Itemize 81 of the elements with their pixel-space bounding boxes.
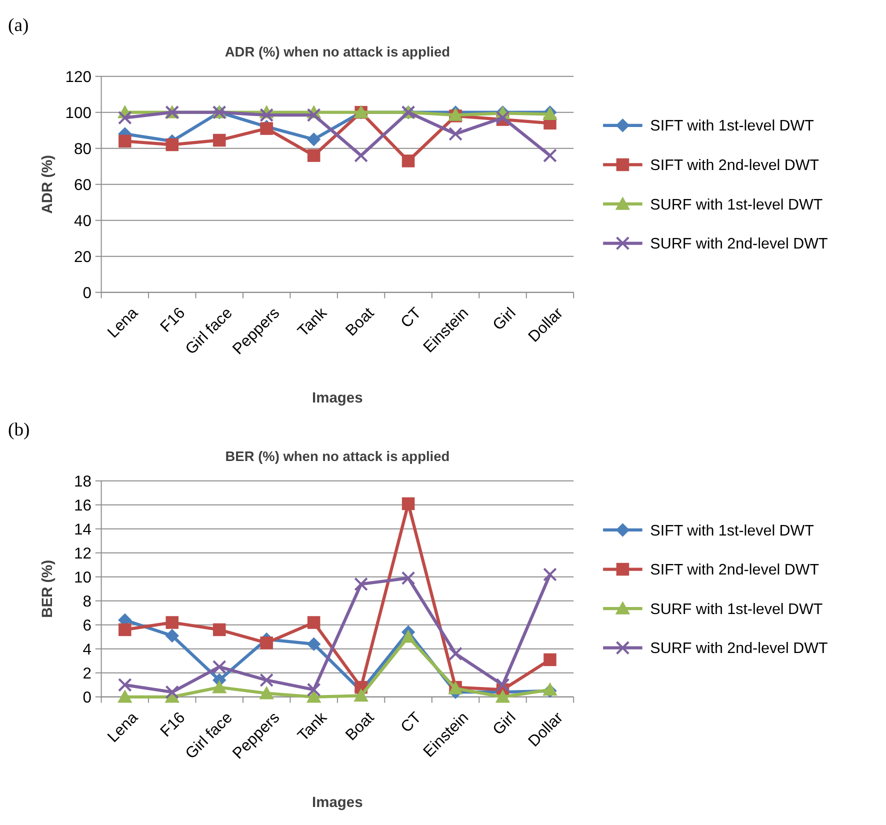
x-tick-label: CT <box>398 304 426 332</box>
point <box>260 122 273 135</box>
y-tick-label: 4 <box>82 641 92 658</box>
y-axis-title: BER (%) <box>40 560 56 618</box>
y-tick-label: 120 <box>65 68 92 86</box>
point <box>118 623 132 636</box>
point <box>496 678 510 692</box>
point <box>166 616 179 629</box>
point <box>307 149 320 162</box>
chart-title: BER (%) when no attack is applied <box>225 449 450 464</box>
point <box>118 134 132 148</box>
point <box>354 577 368 592</box>
x-tick-label: Tank <box>294 709 330 745</box>
x-tick-label: F16 <box>157 304 189 336</box>
point <box>307 616 320 629</box>
y-tick-label: 18 <box>74 473 92 490</box>
y-tick-label: 20 <box>74 248 92 266</box>
legend-label: SIFT with 2nd-level DWT <box>650 562 820 579</box>
point <box>118 690 132 703</box>
point <box>166 138 179 152</box>
legend-label: SURF with 1st-level DWT <box>650 600 823 618</box>
y-tick-label: 100 <box>65 104 92 122</box>
y-tick-label: 6 <box>82 617 92 634</box>
point <box>260 636 273 650</box>
x-tick-label: Tank <box>294 304 330 340</box>
x-tick-label: CT <box>398 708 426 736</box>
point <box>306 690 322 703</box>
point <box>118 678 132 692</box>
y-tick-label: 16 <box>74 497 92 514</box>
point <box>165 685 180 700</box>
point <box>118 110 132 125</box>
point <box>306 637 321 651</box>
y-tick-label: 60 <box>74 176 92 194</box>
point <box>354 688 368 702</box>
point <box>306 132 321 146</box>
text: (a) <box>8 15 29 36</box>
point <box>212 660 226 674</box>
point <box>354 148 368 163</box>
point <box>400 630 416 643</box>
point <box>401 571 416 586</box>
point <box>544 653 556 666</box>
point <box>212 134 226 147</box>
y-tick-label: 14 <box>74 521 92 538</box>
text: (b) <box>8 420 30 441</box>
point <box>402 154 415 168</box>
point <box>259 686 274 700</box>
y-tick-label: 0 <box>82 284 92 302</box>
point <box>543 568 557 582</box>
point <box>212 623 226 636</box>
y-tick-label: 0 <box>82 689 92 706</box>
point <box>448 646 462 661</box>
point <box>212 680 227 694</box>
legend-label: SIFT with 1st-level DWT <box>650 118 814 135</box>
x-axis-title: Images <box>312 390 363 406</box>
legend-label: SIFT with 2nd-level DWT <box>650 157 820 174</box>
legend-label: SURF with 2nd-level DWT <box>650 640 828 658</box>
y-tick-label: 12 <box>74 545 92 562</box>
point <box>496 110 510 125</box>
legend-label: SURF with 2nd-level DWT <box>650 236 828 253</box>
legend-label: SIFT with 1st-level DWT <box>650 522 814 540</box>
point <box>495 690 510 703</box>
x-tick-label: Girl <box>490 304 520 334</box>
y-tick-label: 80 <box>74 140 92 158</box>
x-tick-label: F16 <box>157 709 189 740</box>
point <box>165 628 180 643</box>
y-tick-label: 2 <box>82 665 92 682</box>
point <box>306 108 321 122</box>
y-tick-label: 40 <box>74 212 92 230</box>
y-axis-title: ADR (%) <box>40 154 56 214</box>
x-tick-label: Girl <box>490 709 520 739</box>
y-tick-label: 8 <box>82 593 92 610</box>
point <box>306 682 321 697</box>
point <box>260 673 274 688</box>
legend-label: SURF with 1st-level DWT <box>650 196 823 214</box>
x-axis-title: Images <box>312 794 363 811</box>
point <box>543 148 557 163</box>
y-tick-label: 10 <box>74 569 92 586</box>
point <box>402 497 415 510</box>
point <box>448 126 462 141</box>
chart-title: ADR (%) when no attack is applied <box>224 44 450 60</box>
point <box>260 108 274 122</box>
